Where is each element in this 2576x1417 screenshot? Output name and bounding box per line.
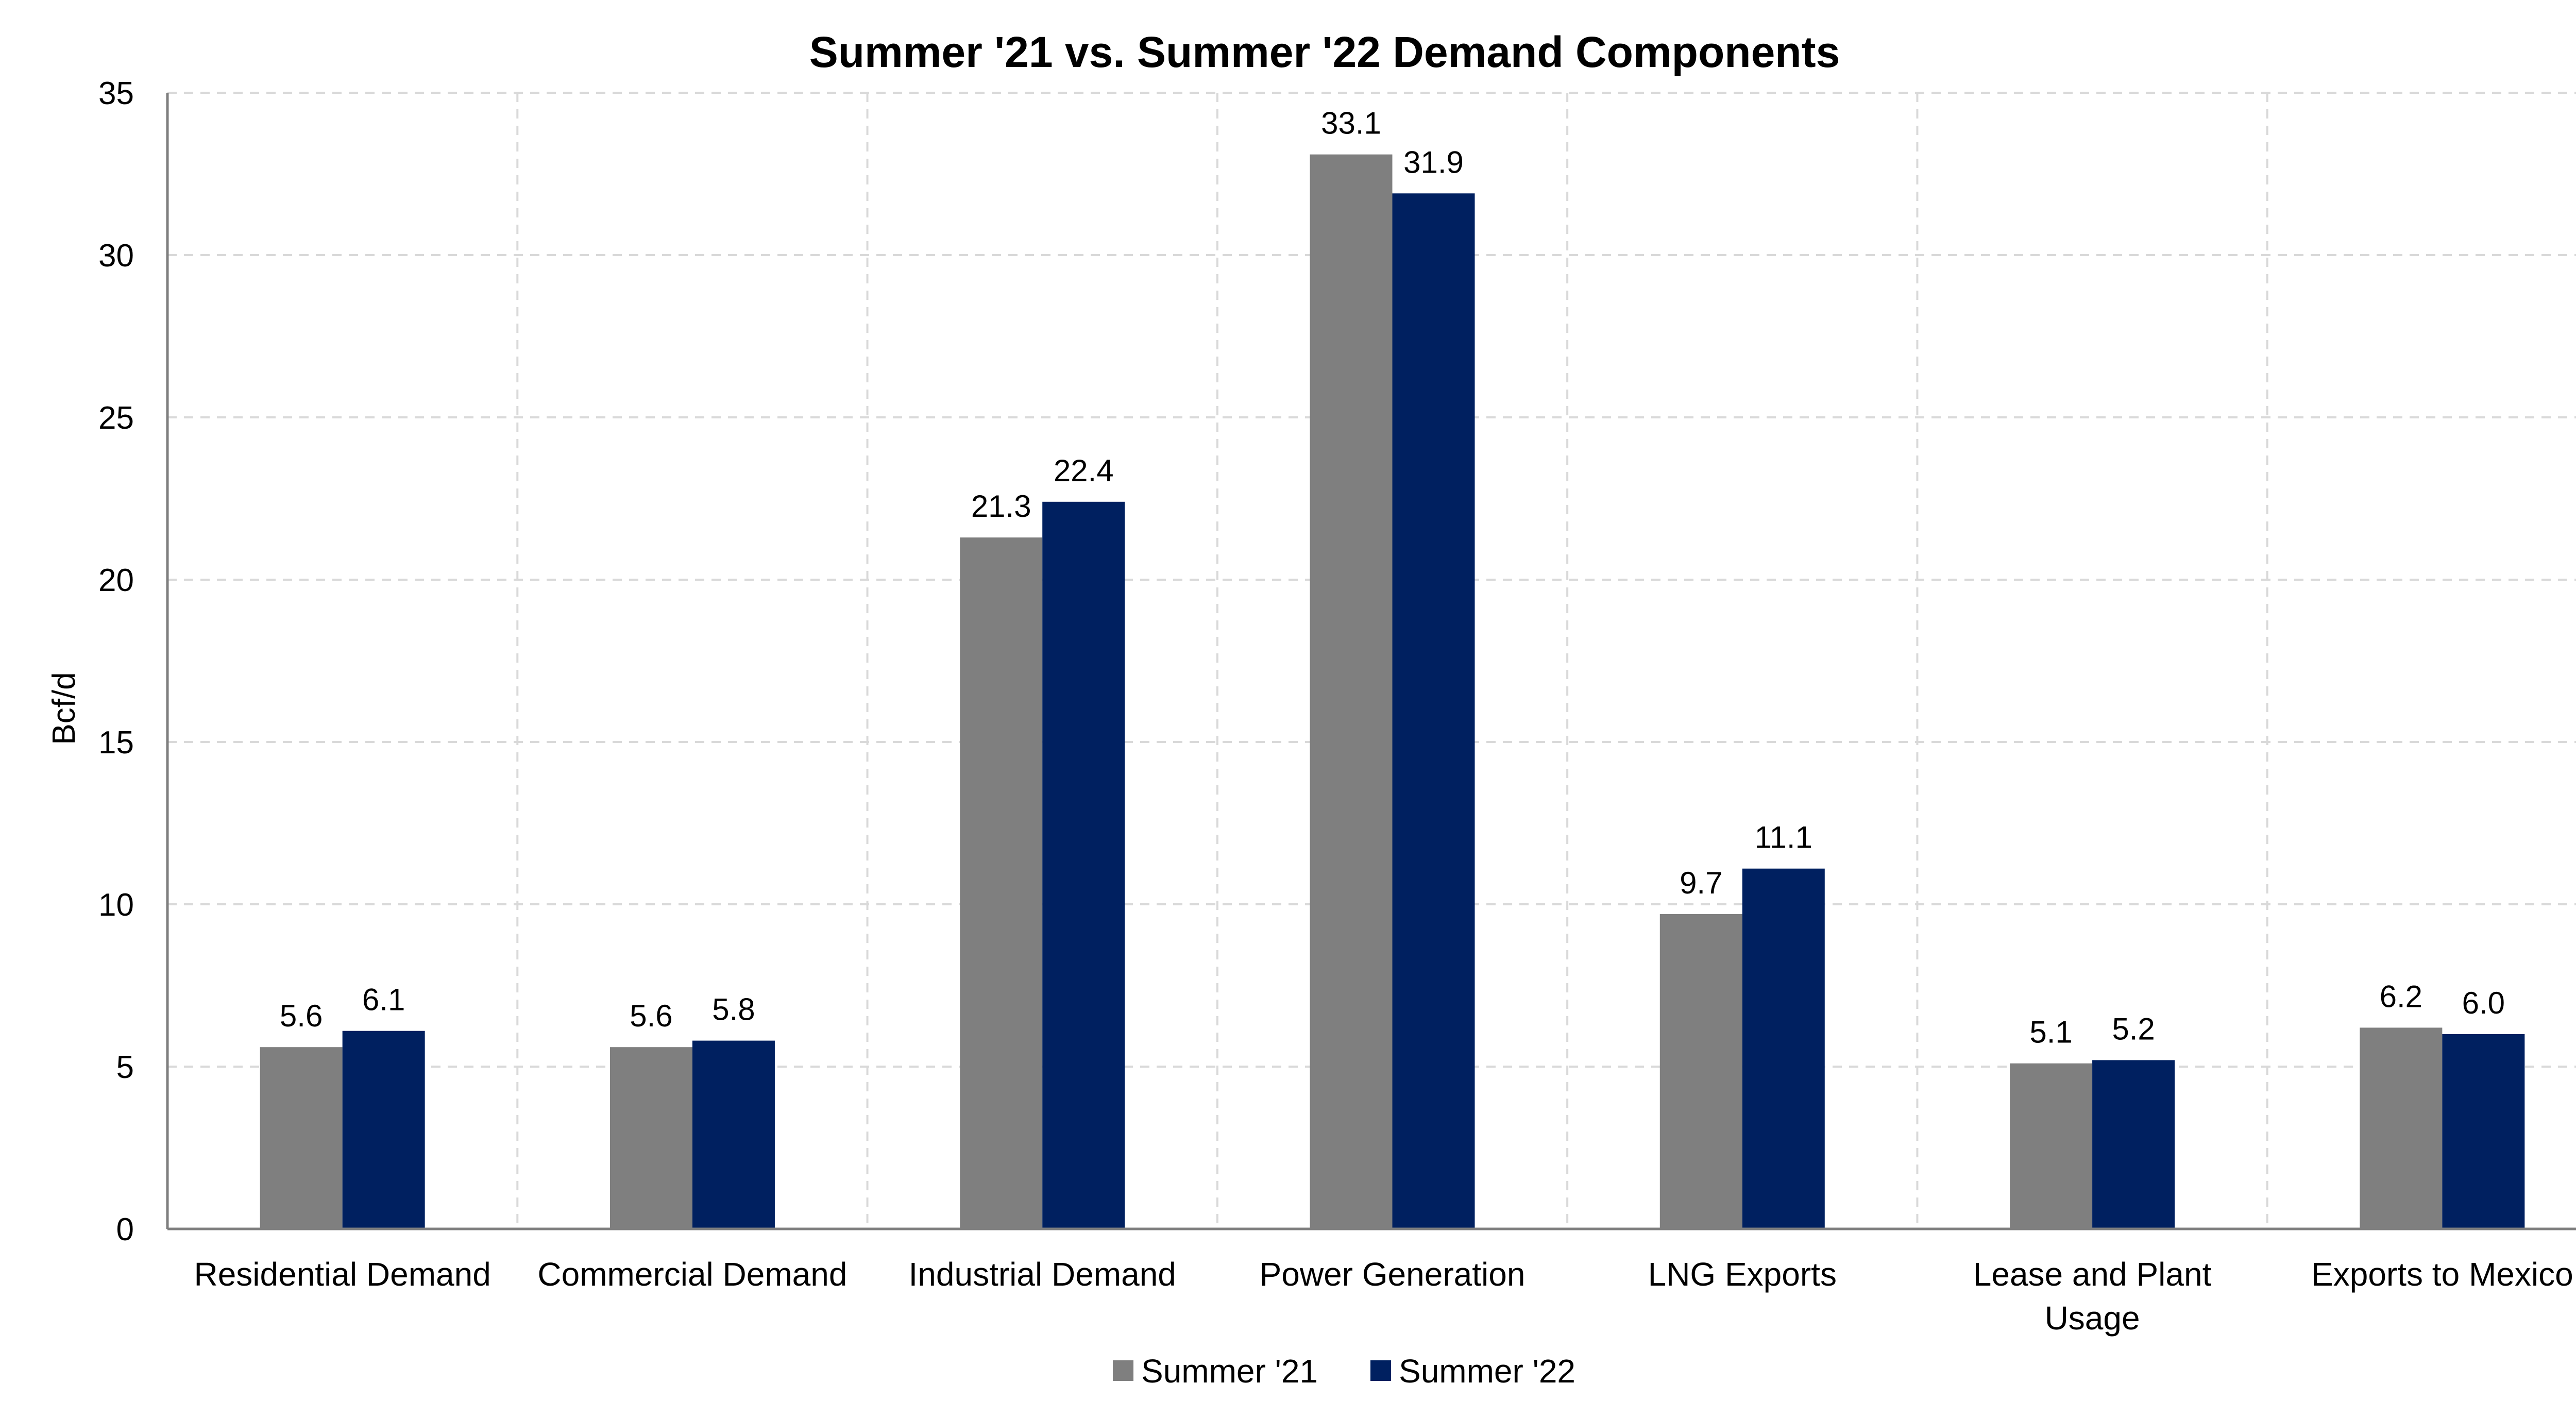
bar xyxy=(2442,1034,2525,1229)
bar xyxy=(2092,1060,2175,1229)
data-label: 21.3 xyxy=(971,489,1031,524)
bar xyxy=(342,1031,425,1229)
bar xyxy=(2360,1027,2443,1229)
y-tick-label: 0 xyxy=(116,1212,134,1247)
data-label: 5.6 xyxy=(630,999,672,1033)
category-label: LNG Exports xyxy=(1648,1256,1837,1293)
bar xyxy=(1392,193,1475,1229)
legend-swatch xyxy=(1113,1360,1133,1381)
bar xyxy=(260,1047,343,1229)
y-tick-label: 20 xyxy=(98,563,134,598)
y-tick-label: 35 xyxy=(98,76,134,111)
category-labels: Residential Demand Commercial Demand Indus… xyxy=(194,1256,2573,1337)
data-label: 5.8 xyxy=(712,992,755,1027)
data-label: 5.1 xyxy=(2029,1015,2072,1050)
y-tick-label: 10 xyxy=(98,887,134,923)
bar xyxy=(692,1040,775,1229)
bar xyxy=(2010,1063,2093,1229)
bar xyxy=(609,1047,692,1229)
bars xyxy=(260,154,2525,1229)
data-label: 5.6 xyxy=(280,999,323,1033)
category-label: Power Generation xyxy=(1260,1256,1526,1293)
category-label: Lease and Plant xyxy=(1973,1256,2212,1293)
y-tick-label: 30 xyxy=(98,238,134,274)
data-label: 11.1 xyxy=(1755,820,1812,855)
data-label: 22.4 xyxy=(1054,453,1114,488)
category-label: Industrial Demand xyxy=(909,1256,1176,1293)
category-label: Usage xyxy=(2045,1300,2140,1337)
data-label: 5.2 xyxy=(2112,1011,2155,1046)
bar xyxy=(1310,154,1393,1229)
data-label: 33.1 xyxy=(1321,106,1381,141)
data-label: 6.2 xyxy=(2380,979,2422,1014)
y-tick-label: 15 xyxy=(98,725,134,761)
legend-label: Summer '22 xyxy=(1399,1353,1575,1390)
bar xyxy=(960,537,1043,1229)
data-label: 6.1 xyxy=(362,983,405,1017)
legend: Summer '21 Summer '22 xyxy=(1113,1353,1575,1390)
data-label: 31.9 xyxy=(1403,145,1464,179)
bar xyxy=(1659,914,1742,1229)
y-tick-label: 25 xyxy=(98,400,134,436)
category-label: Commercial Demand xyxy=(537,1256,847,1293)
category-label: Residential Demand xyxy=(194,1256,490,1293)
axes xyxy=(166,93,2576,1230)
y-axis-ticks: 0 5 10 15 20 25 30 35 xyxy=(98,76,134,1247)
data-labels: 5.6 5.6 21.3 33.1 9.7 5.1 6.2 6.1 5.8 22.4 31.9 11.… xyxy=(280,106,2505,1050)
data-label: 6.0 xyxy=(2462,986,2505,1020)
y-tick-label: 5 xyxy=(116,1050,134,1085)
category-label: Exports to Mexico xyxy=(2311,1256,2573,1293)
data-label: 9.7 xyxy=(1680,866,1722,900)
legend-swatch xyxy=(1370,1360,1391,1381)
bar xyxy=(1042,501,1125,1229)
chart-title: Summer '21 vs. Summer '22 Demand Compone… xyxy=(809,28,1840,76)
y-axis-label: Bcf/d xyxy=(46,672,82,745)
legend-label: Summer '21 xyxy=(1141,1353,1318,1390)
bar xyxy=(1742,868,1825,1229)
